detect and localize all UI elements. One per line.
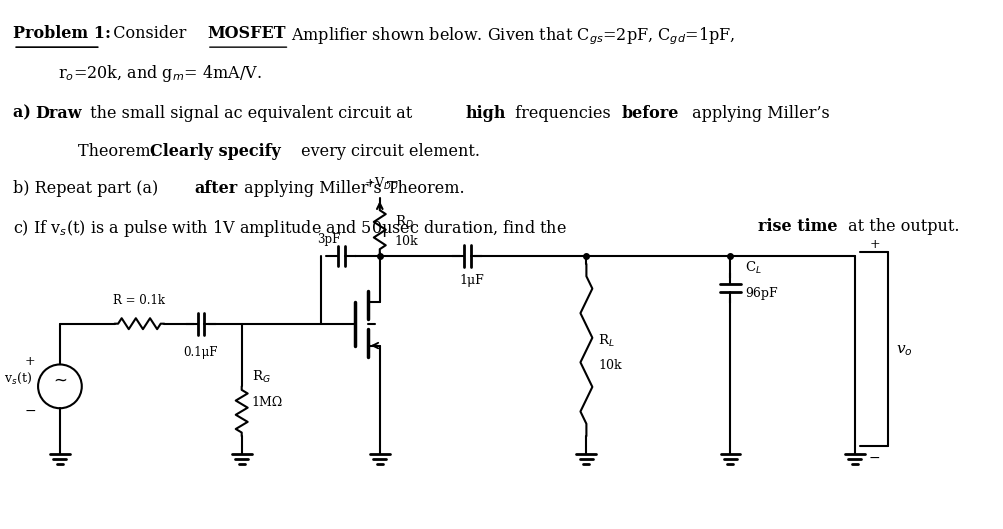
Text: 1μF: 1μF: [459, 274, 484, 287]
Text: R$_L$: R$_L$: [598, 333, 615, 349]
Text: ~: ~: [53, 371, 67, 389]
Text: before: before: [621, 105, 678, 122]
Text: Theorem.: Theorem.: [77, 143, 160, 160]
Text: b) Repeat part (a): b) Repeat part (a): [13, 180, 163, 197]
Text: applying Miller’s: applying Miller’s: [686, 105, 828, 122]
Text: c) If v$_{s}$(t) is a pulse with 1V amplitude and 50μsec duration, find the: c) If v$_{s}$(t) is a pulse with 1V ampl…: [13, 218, 568, 239]
Text: a): a): [13, 105, 37, 122]
Text: +: +: [25, 355, 35, 368]
Text: Draw: Draw: [35, 105, 81, 122]
Text: after: after: [194, 180, 237, 197]
Text: r$_{o}$=20k, and g$_{m}$= 4mA/V.: r$_{o}$=20k, and g$_{m}$= 4mA/V.: [58, 63, 262, 84]
Text: frequencies: frequencies: [510, 105, 615, 122]
Text: 3pF: 3pF: [317, 233, 340, 246]
Text: every circuit element.: every circuit element.: [296, 143, 479, 160]
Text: Problem 1:: Problem 1:: [13, 25, 111, 42]
Text: at the output.: at the output.: [842, 218, 958, 235]
Text: R$_G$: R$_G$: [252, 369, 270, 385]
Text: −: −: [868, 451, 880, 465]
Text: R$_D$: R$_D$: [394, 214, 413, 230]
Text: 10k: 10k: [598, 360, 621, 372]
Text: +: +: [869, 238, 879, 251]
Text: the small signal ac equivalent circuit at: the small signal ac equivalent circuit a…: [84, 105, 416, 122]
Text: +V$_{DD}$: +V$_{DD}$: [364, 176, 399, 193]
Text: Clearly specify: Clearly specify: [150, 143, 281, 160]
Text: C$_L$: C$_L$: [744, 260, 761, 276]
Text: 96pF: 96pF: [744, 287, 777, 300]
Text: R = 0.1k: R = 0.1k: [113, 294, 165, 307]
Text: Amplifier shown below. Given that C$_{gs}$=2pF, C$_{gd}$=1pF,: Amplifier shown below. Given that C$_{gs…: [291, 25, 735, 47]
Text: v$_s$(t): v$_s$(t): [4, 371, 32, 386]
Text: 0.1μF: 0.1μF: [184, 345, 218, 359]
Text: rise time: rise time: [757, 218, 837, 235]
Text: applying Miller’s Theorem.: applying Miller’s Theorem.: [239, 180, 464, 197]
Text: Consider: Consider: [102, 25, 191, 42]
Text: MOSFET: MOSFET: [207, 25, 285, 42]
Text: −: −: [24, 404, 36, 418]
Text: v$_o$: v$_o$: [896, 344, 912, 358]
Text: 1MΩ: 1MΩ: [252, 396, 283, 409]
Text: 10k: 10k: [394, 235, 418, 248]
Text: high: high: [464, 105, 506, 122]
